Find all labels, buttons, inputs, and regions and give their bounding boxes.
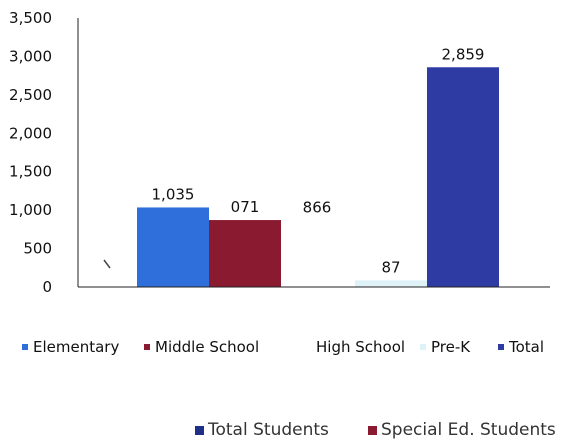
y-tick-label: 1,500: [9, 163, 52, 181]
legend-swatch: [498, 344, 504, 350]
legend-item: Pre-K: [420, 338, 470, 356]
bottom-legend-swatch: [195, 425, 204, 435]
bottom-legend-item: Special Ed. Students: [368, 420, 556, 440]
data-labels: 1,035 071 866 87 2,859: [152, 45, 485, 276]
bottom-legend-item: Total Students: [195, 420, 329, 440]
y-axis-ticks: 0 500 1,000 1,500 2,000 2,500 3,000 3,500: [9, 9, 52, 296]
bar-elementary: [137, 207, 209, 287]
legend-label: High School: [316, 338, 406, 356]
data-label: 2,859: [442, 45, 485, 63]
y-tick-label: 500: [23, 240, 52, 258]
bottom-legend-label: Special Ed. Students: [381, 420, 556, 440]
data-label: 071: [231, 198, 260, 216]
legend-item: Total: [498, 338, 544, 356]
legend-label: Pre-K: [431, 338, 471, 356]
legend-item: High School: [305, 338, 405, 356]
data-label: 1,035: [152, 185, 195, 203]
bottom-legend-swatch: [368, 425, 377, 435]
bar-chart: 0 500 1,000 1,500 2,000 2,500 3,000 3,500 1,035…: [9, 9, 550, 296]
legend-swatch: [144, 344, 150, 350]
legend-swatch: [305, 344, 311, 350]
bars: [137, 67, 499, 287]
legend-swatch: [420, 344, 426, 350]
legend-item: Middle School: [144, 338, 259, 356]
bar-total: [427, 67, 499, 287]
y-tick-label: 2,000: [9, 124, 52, 142]
y-tick-label: 3,000: [9, 47, 52, 65]
bottom-legend: Total Students Special Ed. Students: [0, 420, 566, 441]
bar-high-school: [281, 220, 353, 287]
legend-swatch: [22, 344, 28, 350]
y-tick-label: 2,500: [9, 86, 52, 104]
legend-item: Elementary: [22, 338, 119, 356]
bar-middle-school: [209, 220, 281, 287]
y-tick-label: 3,500: [9, 9, 52, 27]
legend-label: Total: [509, 338, 545, 356]
stray-mark: [103, 259, 111, 269]
bottom-legend-label: Total Students: [208, 420, 329, 440]
data-label: 866: [303, 198, 332, 216]
bar-pre-k: [355, 280, 427, 287]
y-tick-label: 0: [42, 278, 52, 296]
data-label: 87: [381, 258, 400, 276]
legend-label: Elementary: [33, 338, 120, 356]
legend-label: Middle School: [155, 338, 260, 356]
y-tick-label: 1,000: [9, 201, 52, 219]
